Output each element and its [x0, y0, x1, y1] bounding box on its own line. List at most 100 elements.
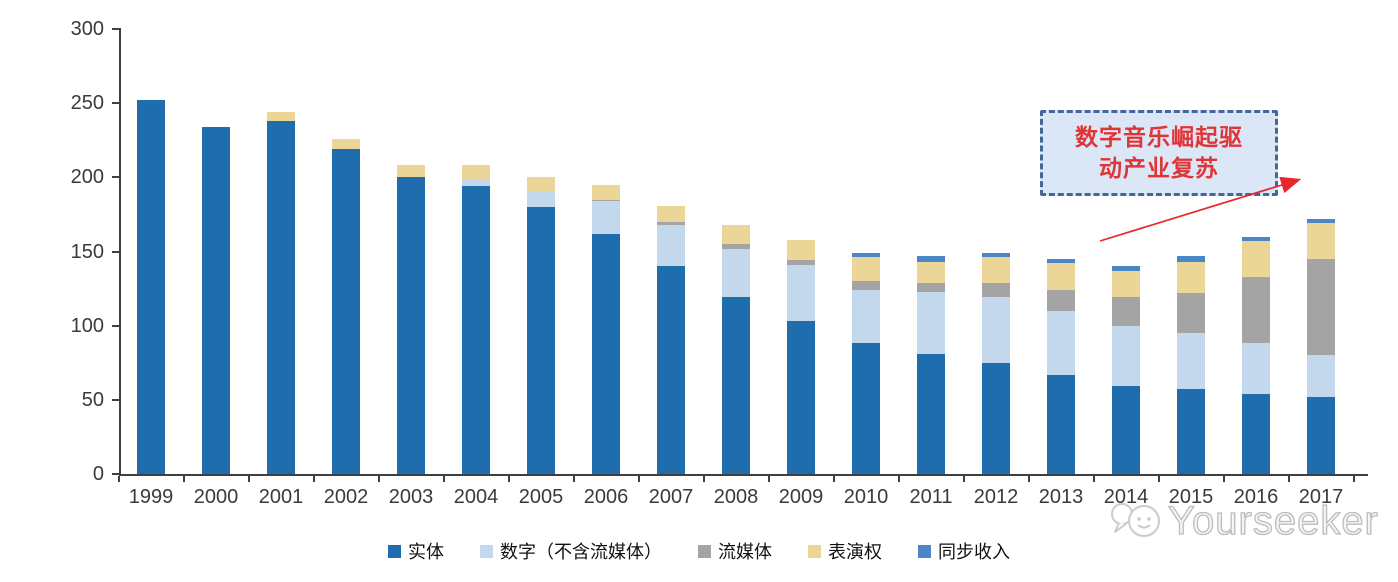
x-tick: [247, 476, 250, 482]
x-tick-label: 2010: [843, 486, 889, 508]
bar-segment: [592, 184, 620, 200]
annotation-text-line1: 数字音乐崛起驱: [1075, 124, 1243, 150]
bar-segment: [1112, 297, 1140, 326]
bar-segment: [657, 266, 685, 474]
bar-segment: [1177, 293, 1205, 334]
bar-segment: [527, 207, 555, 474]
x-tick-label: 2012: [973, 486, 1019, 508]
y-axis-line: [119, 28, 121, 476]
watermark-text: Yourseeker: [1167, 498, 1379, 543]
x-tick-label: 2015: [1168, 486, 1214, 508]
x-tick-label: 2006: [583, 486, 629, 508]
legend-label: 表演权: [828, 542, 882, 562]
bar-segment: [722, 248, 750, 298]
x-tick: [1157, 476, 1160, 482]
bar-segment: [917, 282, 945, 292]
x-tick-label: 2016: [1233, 486, 1279, 508]
x-tick: [832, 476, 835, 482]
legend: 实体 数字（不含流媒体） 流媒体 表演权 同步收入: [0, 538, 1398, 564]
x-tick-label: 2017: [1298, 486, 1344, 508]
watermark: Yourseeker: [1108, 496, 1379, 546]
x-tick-label: 2003: [388, 486, 434, 508]
bar-segment: [592, 199, 620, 202]
annotation-text-line2: 动产业复苏: [1099, 155, 1219, 181]
legend-swatch-icon: [480, 544, 493, 558]
x-tick: [702, 476, 705, 482]
legend-item: 同步收入: [918, 538, 1010, 564]
x-tick-label: 2014: [1103, 486, 1149, 508]
y-tick-label: 50: [81, 388, 104, 411]
bar-segment: [852, 252, 880, 258]
bar-segment: [1242, 241, 1270, 277]
bar-segment: [982, 257, 1010, 283]
bar-segment: [982, 252, 1010, 258]
x-tick: [1092, 476, 1095, 482]
bar-segment: [1047, 290, 1075, 311]
x-tick: [117, 476, 120, 482]
x-tick-label: 2002: [323, 486, 369, 508]
bar-segment: [202, 126, 230, 474]
x-tick-label: 2013: [1038, 486, 1084, 508]
x-tick-label: 2008: [713, 486, 759, 508]
y-tick: [112, 473, 119, 475]
bar-segment: [1047, 310, 1075, 375]
bar-segment: [982, 297, 1010, 363]
bar-segment: [917, 291, 945, 354]
annotation-box: 数字音乐崛起驱 动产业复苏: [1040, 110, 1278, 196]
bar-segment: [657, 221, 685, 225]
y-tick-label: 200: [70, 166, 104, 189]
bar-segment: [1177, 261, 1205, 294]
legend-label: 数字（不含流媒体）: [500, 542, 662, 562]
x-axis-line: [119, 474, 1368, 476]
x-tick: [182, 476, 185, 482]
legend-label: 同步收入: [938, 542, 1010, 562]
y-tick: [112, 324, 119, 327]
legend-swatch-icon: [918, 544, 931, 558]
x-tick: [442, 476, 445, 482]
x-tick: [637, 476, 640, 482]
bar-segment: [852, 257, 880, 282]
bar-segment: [1177, 389, 1205, 474]
x-tick-label: 2007: [648, 486, 694, 508]
bar-segment: [592, 201, 620, 234]
bar-segment: [462, 186, 490, 474]
x-tick: [897, 476, 900, 482]
bar-segment: [917, 353, 945, 474]
legend-swatch-icon: [808, 544, 821, 558]
x-tick: [1027, 476, 1030, 482]
y-tick-label: 300: [70, 18, 104, 40]
legend-item: 实体: [388, 538, 444, 564]
bar-segment: [722, 244, 750, 249]
y-tick-label: 0: [92, 463, 104, 485]
bar-segment: [852, 281, 880, 291]
bar-segment: [852, 343, 880, 474]
bar-segment: [1307, 396, 1335, 474]
y-tick: [112, 102, 119, 105]
bar-segment: [1307, 355, 1335, 397]
bar-segment: [1242, 393, 1270, 474]
bar-segment: [527, 190, 555, 207]
bar-segment: [787, 239, 815, 261]
bar-segment: [462, 165, 490, 179]
bar-segment: [137, 100, 165, 474]
bar-segment: [397, 177, 425, 474]
bar-segment: [462, 178, 490, 187]
bar-segment: [332, 138, 360, 150]
bar-segment: [332, 149, 360, 474]
bar-segment: [1112, 270, 1140, 298]
bar-segment: [1242, 276, 1270, 344]
bar-segment: [267, 112, 295, 121]
y-tick-label: 100: [70, 314, 104, 337]
bar-segment: [917, 255, 945, 262]
x-tick: [1222, 476, 1225, 482]
legend-item: 流媒体: [698, 538, 772, 564]
x-tick: [377, 476, 380, 482]
x-tick-label: 1999: [128, 486, 174, 508]
x-tick-label: 2001: [258, 486, 304, 508]
bar-segment: [657, 224, 685, 267]
bar-segment: [592, 233, 620, 474]
bar-segment: [917, 261, 945, 283]
bar-segment: [722, 224, 750, 245]
bar-segment: [527, 177, 555, 191]
